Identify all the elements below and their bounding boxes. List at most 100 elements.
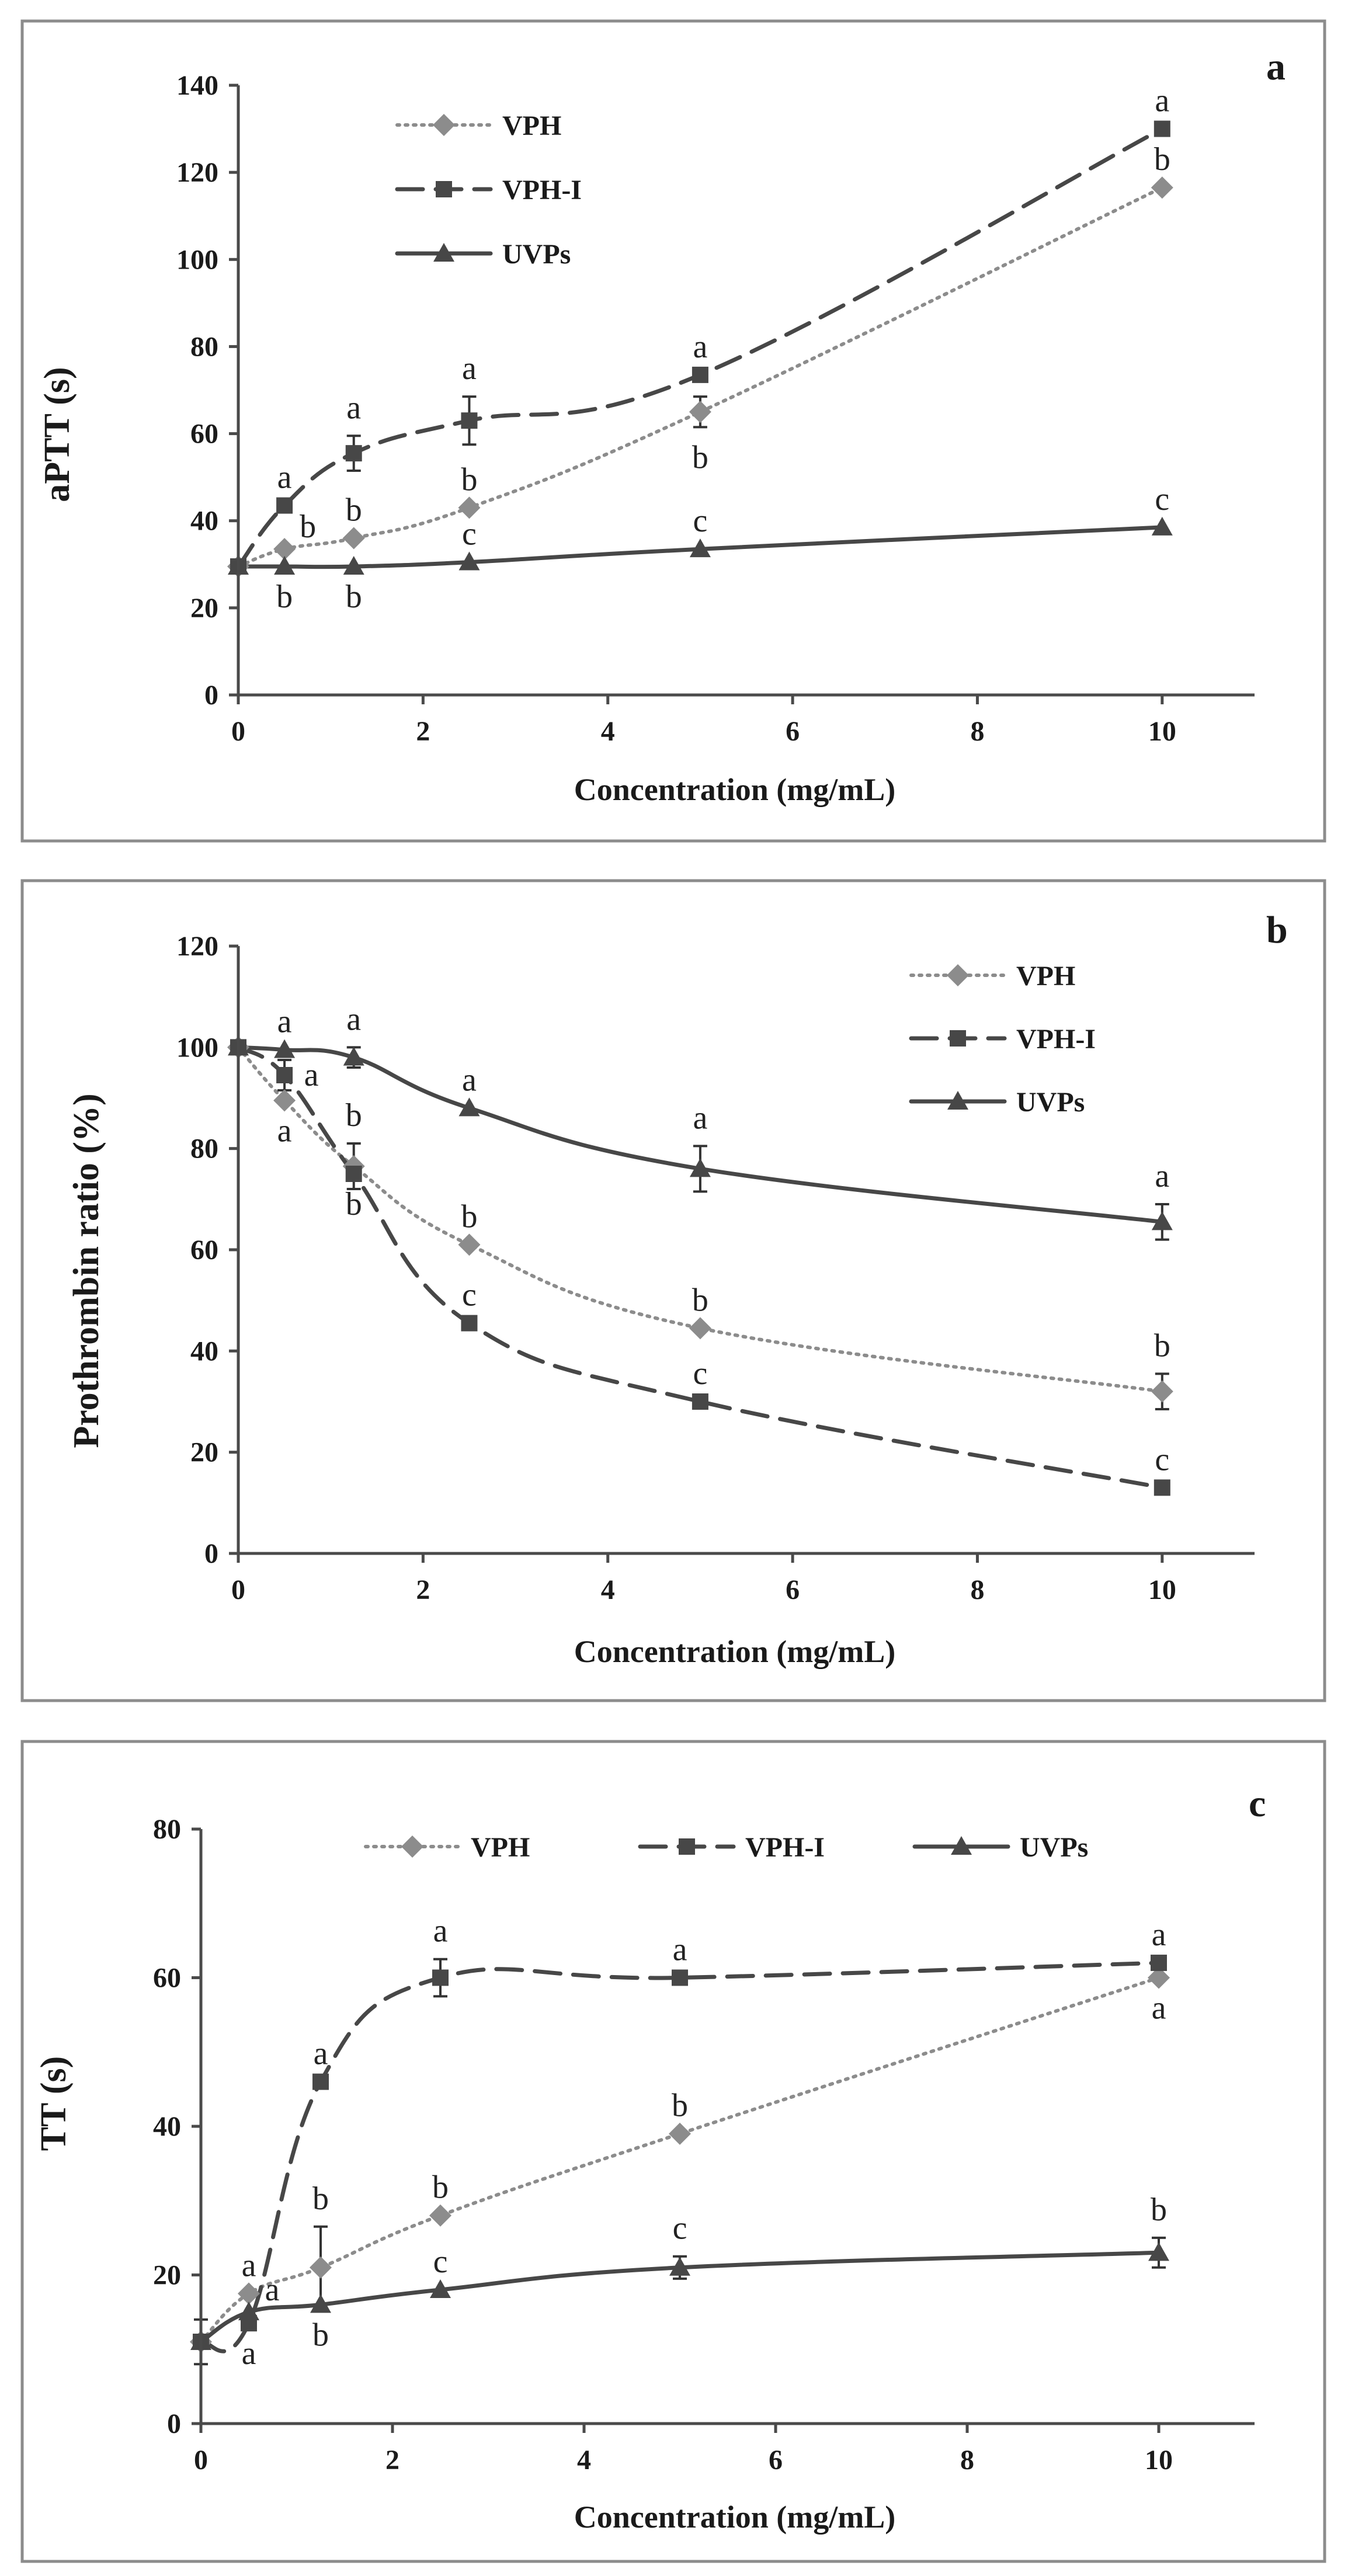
x-tick-label: 8 <box>960 2445 974 2476</box>
y-tick-label: 40 <box>190 1336 218 1367</box>
marker-uvps <box>1151 516 1173 536</box>
legend-label-vph: VPH <box>1016 961 1075 992</box>
y-tick-label: 40 <box>190 506 218 537</box>
significance-letter-uvps: c <box>433 2244 448 2280</box>
x-tick-label: 6 <box>769 2445 783 2476</box>
significance-letter-uvps: a <box>277 1004 292 1040</box>
legend-label-vph: VPH <box>471 1832 530 1863</box>
significance-letter-uvps: a <box>1155 1158 1169 1194</box>
marker-uvps <box>689 538 711 558</box>
significance-letter-vph-i: a <box>673 1932 687 1968</box>
significance-letter-vph: b <box>672 2088 688 2124</box>
marker-vph-i <box>692 366 708 383</box>
marker-vph-i <box>312 2073 329 2090</box>
significance-letter-uvps: b <box>346 579 362 615</box>
marker-vph <box>689 401 711 423</box>
series-line-vph-i <box>199 1960 1161 2353</box>
marker-vph-i <box>461 1315 478 1332</box>
y-tick-label: 120 <box>176 157 218 188</box>
y-tick-label: 0 <box>204 1538 218 1569</box>
significance-letter-uvps: b <box>1151 2192 1167 2228</box>
x-tick-label: 0 <box>231 716 245 747</box>
significance-letter-vph: b <box>312 2181 329 2217</box>
x-tick-label: 2 <box>416 1574 430 1605</box>
y-tick-label: 40 <box>153 2111 181 2142</box>
marker-vph-i <box>1151 1955 1167 1972</box>
marker-vph <box>458 496 481 519</box>
x-tick-label: 4 <box>577 2445 591 2476</box>
panel-b-axes <box>237 946 1255 1555</box>
y-tick-label: 120 <box>176 931 218 962</box>
x-tick-label: 4 <box>601 716 615 747</box>
significance-letter-vph-i: a <box>314 2036 328 2072</box>
legend-label-uvps: UVPs <box>1016 1087 1085 1118</box>
marker-uvps <box>310 2294 331 2313</box>
legend-marker-vph-i <box>950 1030 966 1047</box>
marker-uvps <box>689 1158 711 1177</box>
marker-uvps <box>669 2257 690 2276</box>
significance-letter-uvps: c <box>673 2210 687 2247</box>
marker-vph <box>458 1233 481 1256</box>
significance-letter-vph: b <box>346 492 362 529</box>
y-tick-label: 100 <box>176 1032 218 1063</box>
x-tick-label: 8 <box>970 716 984 747</box>
x-tick-label: 2 <box>416 716 430 747</box>
marker-vph <box>1151 1380 1173 1403</box>
marker-vph <box>689 1317 711 1340</box>
significance-letter-vph-i: a <box>277 460 292 496</box>
x-tick-label: 4 <box>601 1574 615 1605</box>
series-line-uvps <box>236 525 1165 569</box>
marker-vph-i <box>692 1393 708 1410</box>
marker-uvps <box>1151 1211 1173 1230</box>
marker-vph <box>273 538 296 561</box>
marker-vph <box>342 527 365 550</box>
marker-vph-i <box>432 1969 449 1986</box>
panel-c-curves <box>199 1960 1161 2353</box>
x-tick-label: 0 <box>194 2445 208 2476</box>
marker-uvps <box>274 1039 296 1058</box>
significance-letter-vph-i: c <box>693 1355 707 1392</box>
significance-letter-vph-i: a <box>304 1057 319 1093</box>
marker-vph-i <box>276 1067 293 1083</box>
x-tick-label: 6 <box>786 1574 800 1605</box>
y-tick-label: 20 <box>190 593 218 624</box>
panel-a-axes <box>237 85 1255 697</box>
panel-c-markers <box>190 1955 1170 2353</box>
marker-vph <box>1148 1966 1170 1989</box>
marker-uvps <box>274 556 296 575</box>
significance-letter-vph-i: a <box>242 2335 256 2372</box>
significance-letter-vph: b <box>461 1198 477 1235</box>
series-line-vph <box>237 186 1164 568</box>
y-tick-label: 100 <box>176 244 218 275</box>
panel-c-frame <box>20 1740 1326 2563</box>
significance-letter-vph-i: a <box>433 1913 448 1949</box>
series-line-vph <box>199 1976 1161 2344</box>
x-tick-label: 2 <box>385 2445 399 2476</box>
marker-vph <box>429 2204 451 2227</box>
marker-vph <box>273 1089 296 1112</box>
marker-uvps <box>458 551 480 571</box>
significance-letter-vph-i: a <box>346 390 361 426</box>
significance-letter-uvps: a <box>462 1062 477 1098</box>
panel-a-y-axis-title: aPTT (s) <box>37 367 77 502</box>
series-line-vph <box>237 1045 1164 1393</box>
marker-vph <box>238 2282 260 2305</box>
x-tick-label: 6 <box>786 716 800 747</box>
panel-b-ticks: 0 20 40 60 80 100 120 0 2 4 6 8 10 <box>176 931 1176 1605</box>
series-line-vph-i <box>236 127 1165 569</box>
significance-letter-vph: b <box>1154 1327 1170 1364</box>
panel-c: c TT (s) Concentration (mg/mL) 020406080… <box>20 1740 1326 2563</box>
y-tick-label: 60 <box>153 1963 181 1994</box>
y-tick-label: 60 <box>190 419 218 450</box>
marker-uvps <box>1148 2242 1169 2261</box>
legend-marker-vph <box>433 114 455 136</box>
legend-marker-uvps <box>951 1836 972 1855</box>
significance-letter-uvps: a <box>346 1001 361 1037</box>
panel-b-y-axis-title: Prothrombin ratio (%) <box>67 1093 106 1448</box>
x-tick-label: 8 <box>970 1574 984 1605</box>
legend-marker-uvps <box>947 1091 968 1110</box>
legend-label-uvps: UVPs <box>502 239 571 270</box>
y-tick-label: 0 <box>167 2408 181 2439</box>
y-tick-label: 80 <box>153 1814 181 1845</box>
significance-letter-vph-i: a <box>1155 83 1169 119</box>
